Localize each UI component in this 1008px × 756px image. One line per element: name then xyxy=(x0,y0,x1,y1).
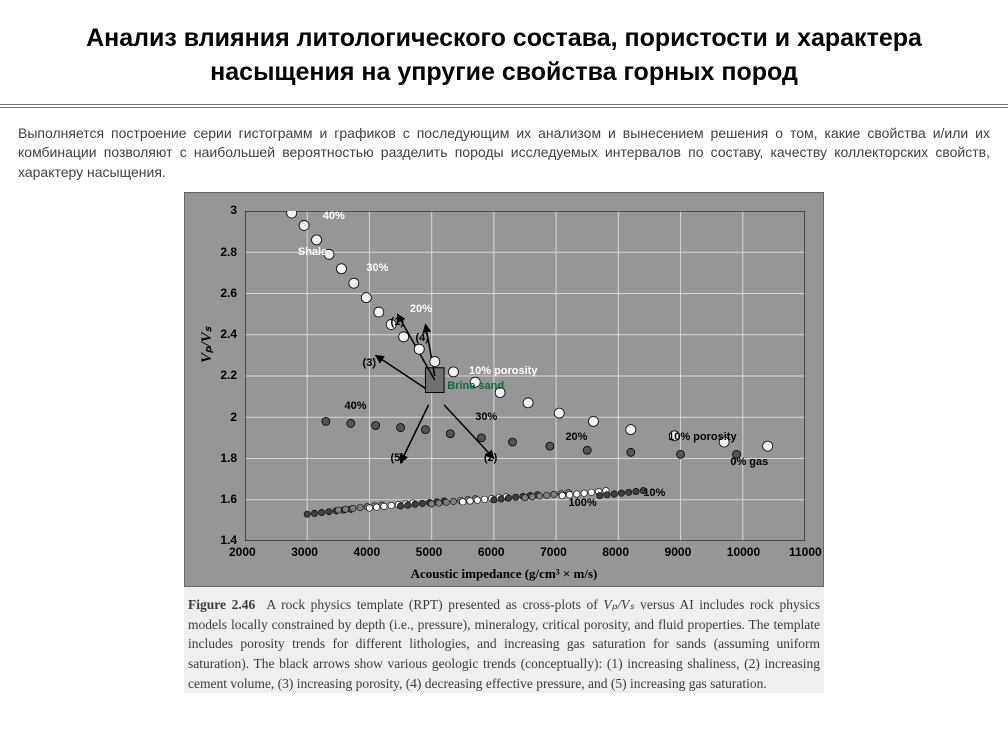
chart-annot: Brine sand xyxy=(447,380,504,392)
ytick: 3 xyxy=(230,203,237,217)
xtick: 10000 xyxy=(727,545,760,559)
y-axis-label: Vₚ/Vₛ xyxy=(197,327,216,363)
intro-paragraph: Выполняется построение серии гистограмм … xyxy=(0,108,1008,193)
chart-annot: 40% xyxy=(345,400,367,412)
ytick: 2.2 xyxy=(220,368,237,382)
chart-annot: 40% xyxy=(323,210,345,222)
ytick: 2 xyxy=(230,410,237,424)
xtick: 6000 xyxy=(478,545,505,559)
xtick: 2000 xyxy=(229,545,256,559)
ytick: 1.8 xyxy=(220,451,237,465)
ytick: 1.6 xyxy=(220,492,237,506)
chart-annot: 20% xyxy=(410,303,432,315)
arrow-label: (3) xyxy=(363,357,376,369)
chart-annot: 30% xyxy=(475,411,497,423)
arrow-label: (2) xyxy=(484,452,497,464)
ytick: 2.6 xyxy=(220,286,237,300)
arrow-label: (4) xyxy=(415,332,428,344)
caption-sym: Vₚ/Vₛ xyxy=(603,597,634,612)
caption-figlabel: Figure 2.46 xyxy=(188,597,255,612)
xtick: 7000 xyxy=(540,545,567,559)
ytick: 2.4 xyxy=(220,327,237,341)
figure-caption: Figure 2.46 A rock physics template (RPT… xyxy=(184,587,824,693)
arrow-label: (1) xyxy=(391,316,404,328)
page-title: Анализ влияния литологического состава, … xyxy=(0,0,1008,104)
xtick: 4000 xyxy=(353,545,380,559)
chart-annot: 10% porosity xyxy=(469,365,537,377)
xtick: 8000 xyxy=(602,545,629,559)
caption-pre: A rock physics template (RPT) presented … xyxy=(266,597,603,612)
chart-annot: 10% xyxy=(643,487,665,499)
arrow-label: (5) xyxy=(391,452,404,464)
rpt-chart: Vₚ/Vₛ Acoustic impedance (g/cm³ × m/s) 1… xyxy=(184,192,824,587)
chart-annot: 20% xyxy=(565,431,587,443)
chart-annot: 100% xyxy=(569,497,597,509)
x-axis-label: Acoustic impedance (g/cm³ × m/s) xyxy=(185,566,823,582)
chart-annot: 30% xyxy=(366,262,388,274)
chart-annot: 10% porosity xyxy=(668,431,736,443)
chart-annot: Shale xyxy=(298,246,327,258)
xtick: 9000 xyxy=(665,545,692,559)
xtick: 5000 xyxy=(416,545,443,559)
xtick: 11000 xyxy=(789,545,822,559)
slide: Анализ влияния литологического состава, … xyxy=(0,0,1008,756)
xtick: 3000 xyxy=(291,545,318,559)
ytick: 2.8 xyxy=(220,245,237,259)
divider-top xyxy=(0,104,1008,105)
figure-wrapper: Vₚ/Vₛ Acoustic impedance (g/cm³ × m/s) 1… xyxy=(184,192,824,693)
chart-annot: 0% gas xyxy=(730,456,768,468)
